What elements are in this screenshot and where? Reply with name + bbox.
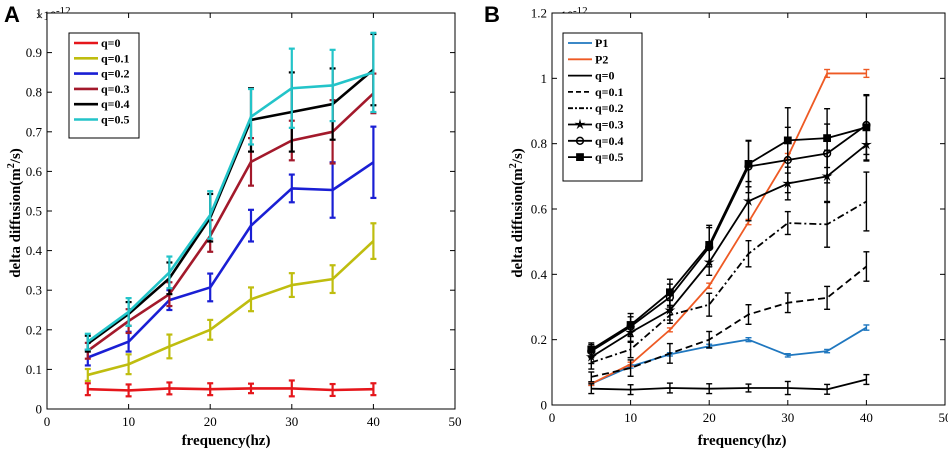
panel-a-ytick-label: 1	[36, 6, 43, 21]
panel-b-series-q-0-5-point	[784, 137, 791, 144]
panel-a-ytick-label: 0	[36, 402, 43, 417]
panel-b-legend-item-q-0-1-label: q=0.1	[595, 85, 624, 99]
panel-a-ytick-label: 0.3	[26, 283, 42, 298]
panel-a-legend-item-q-0-3-label: q=0.3	[101, 82, 130, 96]
panel-b-series-q-0-5-point	[824, 135, 831, 142]
panel-b: B ×10 -12 frequency(hz) delta diffusion(…	[484, 2, 948, 449]
panel-a-ytick-label: 0.6	[26, 164, 43, 179]
panel-b-ytick-label: 0.2	[531, 332, 547, 347]
panel-b-ytick-label: 0	[541, 398, 548, 413]
panel-b-legend-item-q-0-5-marker	[577, 154, 584, 161]
panel-a-ytick-label: 0.7	[26, 124, 43, 139]
panel-a-ylabel: delta diffusion(m2/s)	[6, 148, 24, 278]
panel-a-xtick-label: 0	[44, 414, 51, 429]
panel-b-legend-item-q-0-3-label: q=0.3	[595, 118, 624, 132]
panel-a-label: A	[4, 2, 20, 27]
panel-b-ytick-label: 0.6	[531, 202, 548, 217]
panel-b-legend: P1 P2 q=0 q=0.1 q=0.2 q=0.3 q=0.4 q=0.5	[563, 33, 642, 181]
panel-a-ylabel-text: delta diffusion(m	[8, 168, 24, 278]
panel-b-label: B	[484, 2, 500, 27]
panel-b-legend-item-q-0-label: q=0	[595, 69, 615, 83]
panel-b-ylabel-tail: /s)	[510, 148, 526, 164]
panel-b-xtick-label: 20	[703, 410, 716, 425]
panel-a-xtick-label: 30	[285, 414, 298, 429]
panel-b-legend-item-q-0-2-label: q=0.2	[595, 101, 624, 115]
panel-b-ytick-label: 0.4	[531, 267, 548, 282]
panel-b-series-q-0-5-point	[745, 161, 752, 168]
panel-b-legend-item-p2-label: P2	[595, 52, 608, 66]
panel-a-ytick-label: 0.2	[26, 322, 42, 337]
panel-a-xtick-label: 40	[367, 414, 380, 429]
panel-a-xlabel: frequency(hz)	[182, 433, 271, 449]
panel-b-legend-item-q-0-5-label: q=0.5	[595, 150, 624, 164]
panel-a-legend-item-q-0-2-label: q=0.2	[101, 67, 130, 81]
panel-a-ytick-label: 0.8	[26, 85, 42, 100]
panel-a-xtick-label: 20	[204, 414, 217, 429]
panel-a-legend-item-q-0-1-label: q=0.1	[101, 51, 130, 65]
panel-a-ytick-label: 0.5	[26, 204, 42, 219]
panel-a-ytick-label: 0.4	[26, 243, 43, 258]
panel-b-xtick-label: 40	[860, 410, 873, 425]
panel-a-legend-item-q-0-4-label: q=0.4	[101, 97, 130, 111]
panel-b-ytick-label: 1	[541, 71, 548, 86]
panel-b-ytick-label: 0.8	[531, 136, 547, 151]
panel-b-legend-item-q-0-4-label: q=0.4	[595, 134, 624, 148]
panel-b-series-q-0-5-point	[863, 124, 870, 131]
panel-b-xtick-label: 30	[781, 410, 794, 425]
panel-a-ytick-label: 0.9	[26, 45, 42, 60]
panel-a-legend-item-q-0-label: q=0	[101, 36, 121, 50]
panel-a-legend: q=0q=0.1 q=0.2q=0.3q=0.4 q=0.5	[69, 33, 139, 138]
panel-a: A ×10 -12 frequency(hz) delta diffusion(…	[4, 2, 462, 449]
panel-a-xtick-label: 10	[122, 414, 135, 429]
panel-b-ylabel-text: delta diffusion(m	[510, 168, 526, 278]
panel-b-series-q-0-5-point	[667, 289, 674, 296]
panel-b-legend-item-p1-label: P1	[595, 36, 608, 50]
panel-b-xlabel: frequency(hz)	[698, 433, 787, 449]
panel-b-ylabel: delta diffusion(m2/s)	[508, 148, 526, 278]
panel-a-xtick-label: 50	[449, 414, 462, 429]
panel-b-xtick-label: 0	[549, 410, 556, 425]
panel-b-ytick-label: 1.2	[531, 6, 547, 21]
panel-a-ylabel-tail: /s)	[8, 148, 24, 164]
panel-a-ytick-label: 0.1	[26, 362, 42, 377]
panel-a-legend-item-q-0-5-label: q=0.5	[101, 113, 130, 127]
panel-b-xtick-label: 50	[939, 410, 948, 425]
panel-b-series-q-0-5-point	[627, 322, 634, 329]
panel-b-xtick-label: 10	[624, 410, 637, 425]
panel-b-series-q-0-5-point	[588, 346, 595, 353]
panel-b-series-q-0-5-point	[706, 242, 713, 249]
